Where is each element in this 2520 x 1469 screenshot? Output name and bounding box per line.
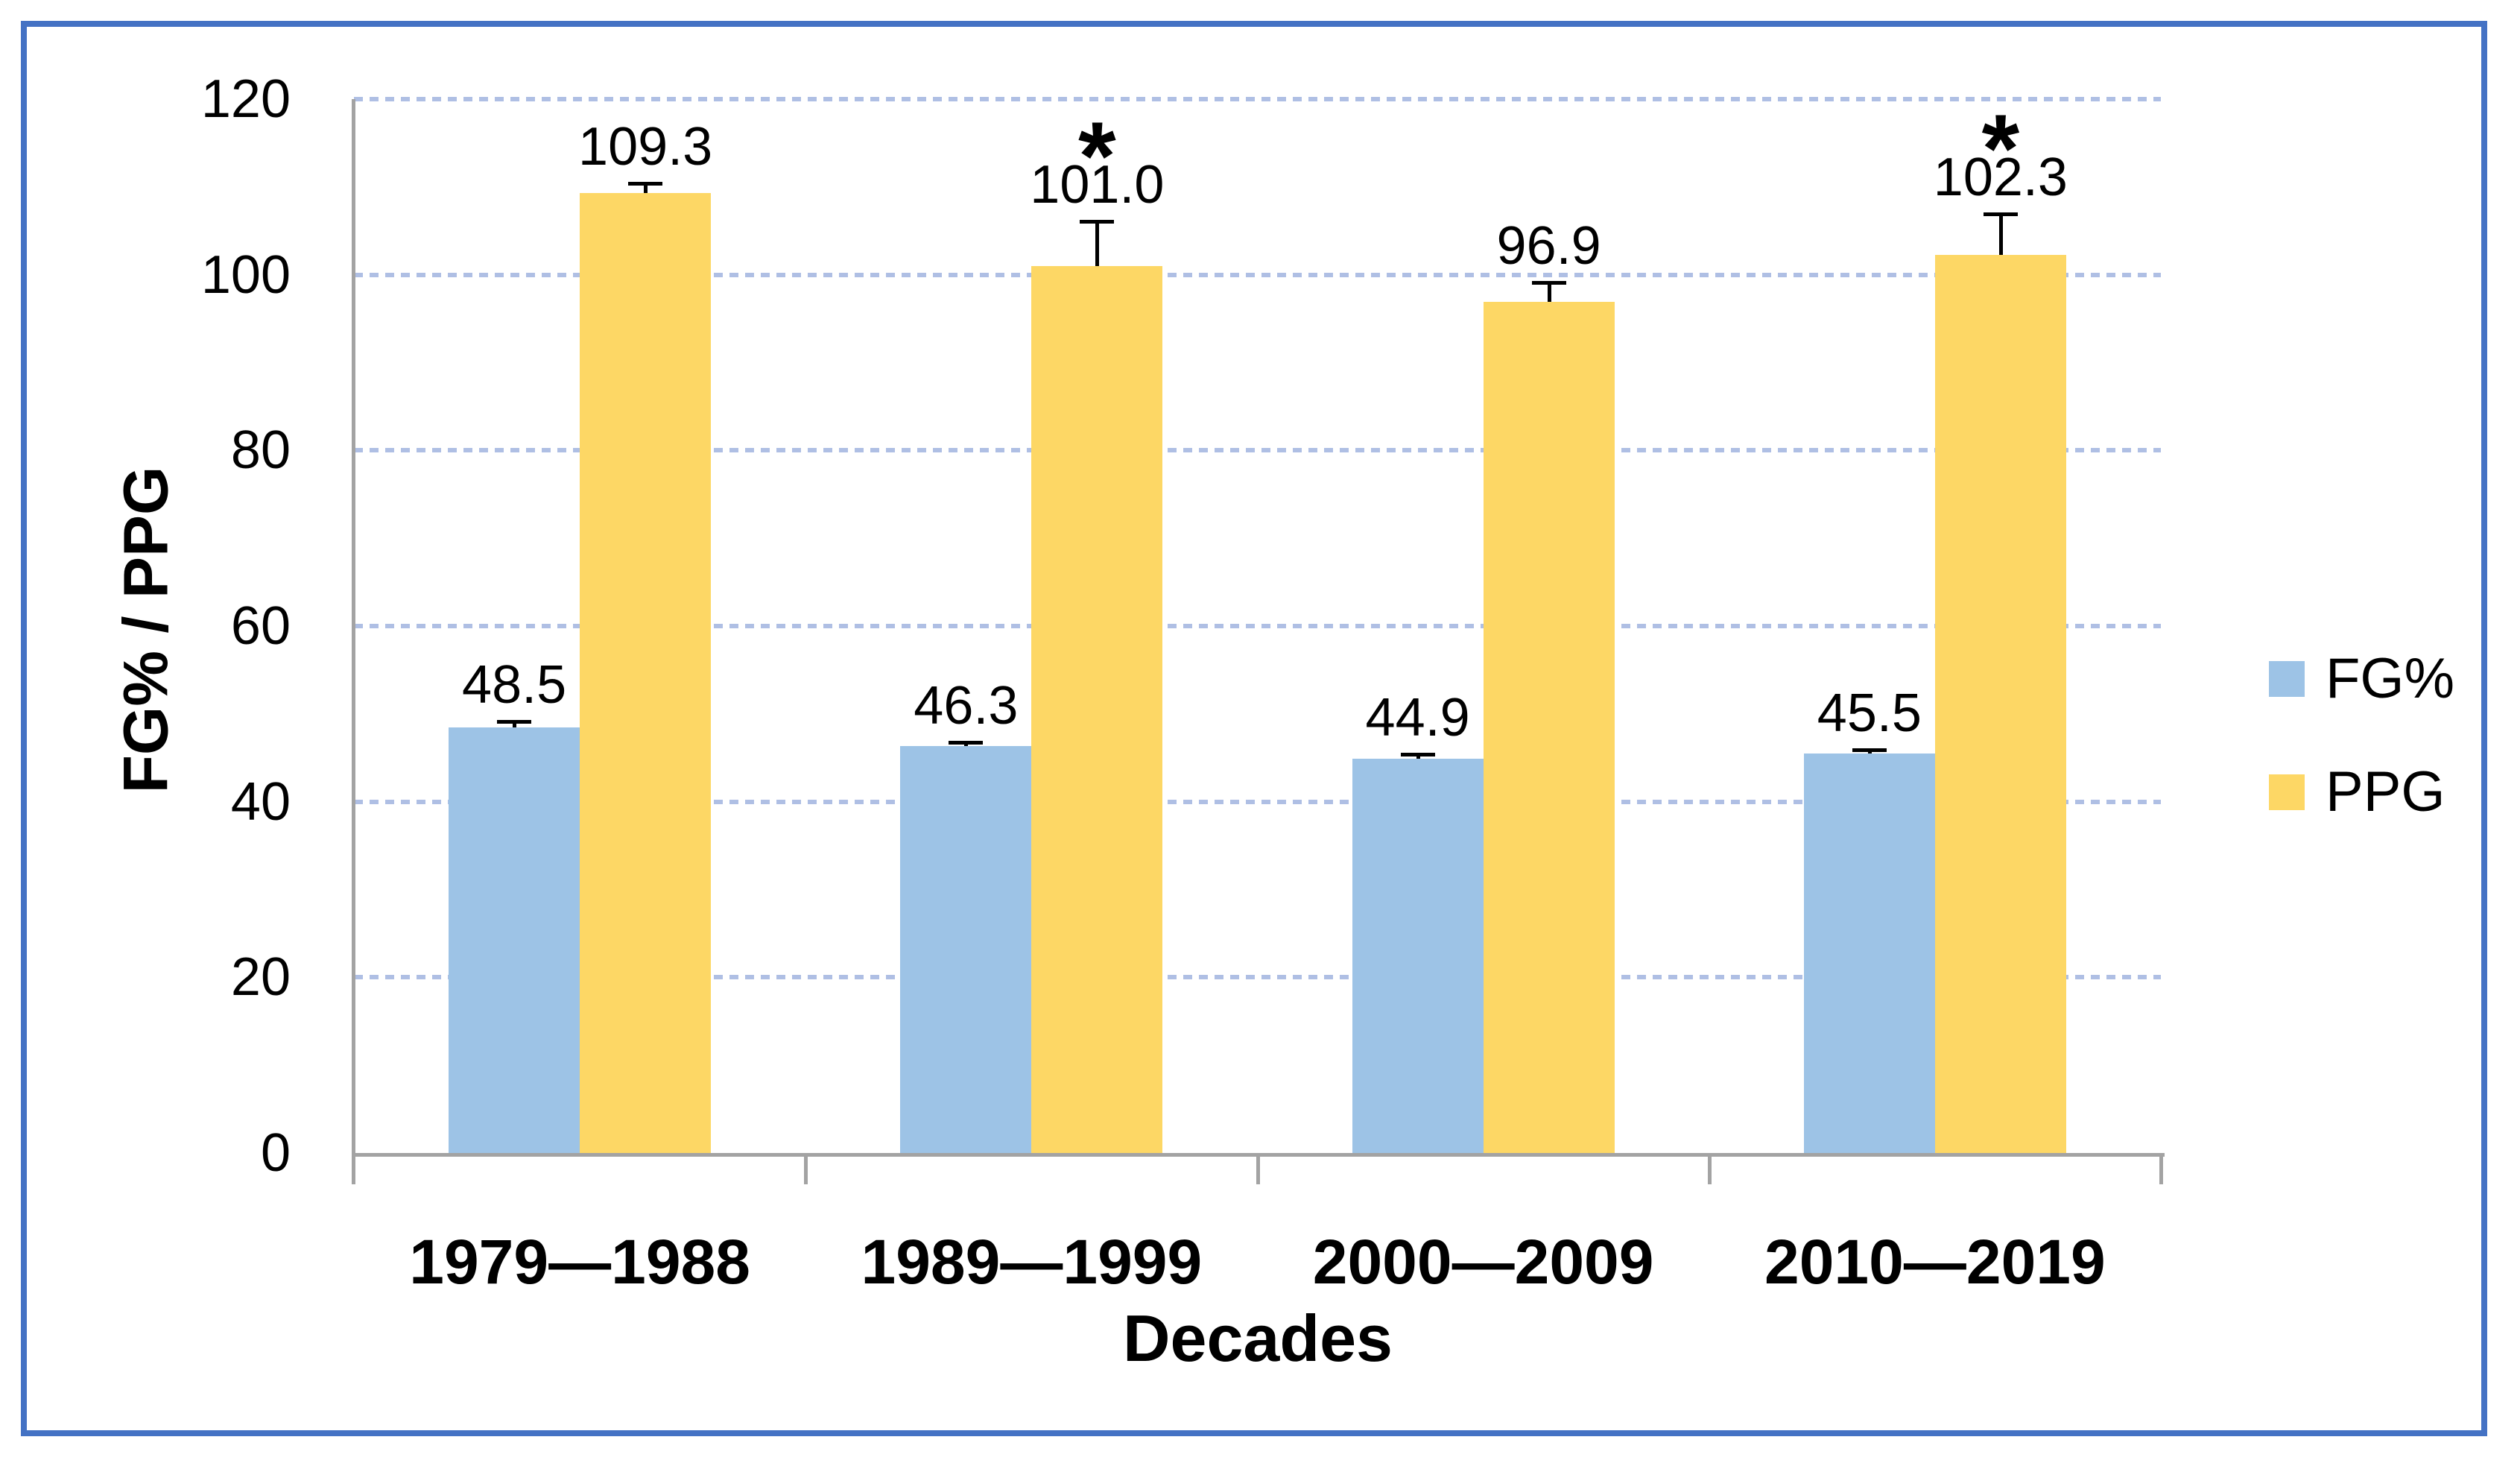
- gridline-40: [354, 799, 2161, 804]
- gridline-120: [354, 97, 2161, 101]
- error-bar-FG%-1: [513, 721, 517, 727]
- significance-asterisk-2: *: [1078, 101, 1116, 210]
- x-category-label: 2000—2009: [1312, 1227, 1654, 1297]
- error-bar-cap-FG%-2: [949, 740, 984, 745]
- bar-PPG-2000—2009: [1483, 302, 1615, 1153]
- y-axis-line: [352, 99, 355, 1184]
- value-label-FG%-3: 44.9: [1365, 688, 1470, 748]
- value-label-PPG-1: 109.3: [578, 117, 713, 177]
- y-tick-label-60: 60: [230, 596, 291, 656]
- value-label-PPG-3: 96.9: [1496, 216, 1601, 277]
- gridline-100: [354, 272, 2161, 277]
- bar-FG%-1979—1988: [449, 727, 580, 1153]
- bar-FG%-1989—1999: [900, 746, 1032, 1153]
- x-axis-title: Decades: [1122, 1301, 1393, 1375]
- error-bar-cap-FG%-1: [497, 720, 532, 724]
- bar-FG%-2010—2019: [1803, 753, 1935, 1153]
- value-label-PPG-4: 102.3: [1933, 148, 2068, 208]
- legend-swatch-ppg-icon: [2269, 774, 2305, 810]
- y-tick-label-80: 80: [230, 420, 291, 481]
- gridline-60: [354, 624, 2161, 628]
- y-tick-label-40: 40: [230, 771, 291, 832]
- x-category-label: 1979—1988: [409, 1227, 750, 1297]
- y-tick-label-20: 20: [230, 947, 291, 1008]
- value-label-FG%-2: 46.3: [914, 675, 1019, 736]
- value-label-PPG-2: 101.0: [1030, 154, 1165, 215]
- error-bar-PPG-4: [1998, 214, 2003, 255]
- error-bar-cap-FG%-4: [1852, 748, 1887, 753]
- y-tick-label-120: 120: [200, 69, 291, 129]
- value-label-FG%-1: 48.5: [462, 655, 567, 715]
- x-category-label: 1989—1999: [861, 1227, 1203, 1297]
- legend-label-ppg: PPG: [2326, 760, 2445, 824]
- gridline-20: [354, 975, 2161, 980]
- error-bar-cap-PPG-1: [628, 182, 663, 186]
- y-tick-label-100: 100: [200, 244, 291, 305]
- error-bar-cap-FG%-3: [1400, 753, 1435, 757]
- error-bar-cap-PPG-4: [1983, 212, 2018, 217]
- error-bar-cap-PPG-2: [1080, 219, 1115, 224]
- chart-outer-border: [21, 21, 2487, 1436]
- gridline-80: [354, 448, 2161, 453]
- error-bar-PPG-1: [644, 183, 648, 194]
- value-label-FG%-4: 45.5: [1817, 683, 1922, 744]
- x-category-label: 2010—2019: [1764, 1227, 2106, 1297]
- error-bar-cap-PPG-3: [1531, 281, 1566, 285]
- significance-asterisk-4: *: [1981, 94, 2020, 203]
- error-bar-PPG-2: [1095, 221, 1100, 266]
- y-tick-label-0: 0: [260, 1123, 291, 1183]
- legend-item-fg: FG%: [2269, 649, 2454, 709]
- x-axis-tick-3: [1707, 1153, 1712, 1184]
- error-bar-PPG-3: [1547, 282, 1551, 303]
- bar-PPG-1989—1999: [1031, 265, 1163, 1153]
- x-axis-tick-4: [2159, 1153, 2163, 1184]
- bar-PPG-2010—2019: [1934, 254, 2066, 1153]
- x-axis-tick-2: [1256, 1153, 1260, 1184]
- bar-FG%-2000—2009: [1352, 758, 1484, 1153]
- bar-PPG-1979—1988: [580, 193, 712, 1153]
- legend-label-fg: FG%: [2326, 647, 2455, 710]
- legend-swatch-fg-icon: [2269, 661, 2305, 697]
- x-axis-tick-1: [804, 1153, 808, 1184]
- legend-item-ppg: PPG: [2269, 762, 2445, 822]
